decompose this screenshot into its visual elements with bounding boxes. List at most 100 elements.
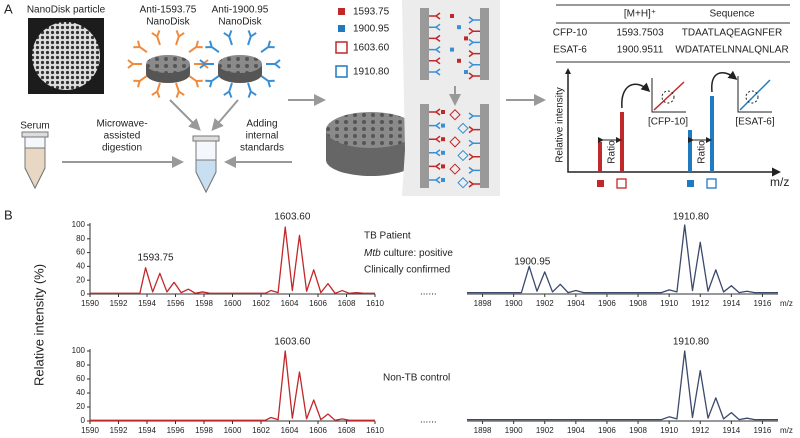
antibody	[188, 74, 203, 88]
table-header: Sequence	[709, 9, 754, 20]
panel-label: A	[4, 1, 13, 16]
y-tick-label: 0	[81, 416, 86, 425]
x-tick-label: 1908	[629, 299, 647, 308]
legend-key	[338, 8, 345, 15]
y-tick-label: 20	[76, 402, 85, 411]
y-tick-label: 0	[81, 289, 86, 298]
caption: Microwave-	[96, 119, 147, 130]
y-axis-title: Relative intensity (%)	[31, 264, 46, 386]
legend-label: 1910.80	[353, 67, 390, 78]
antibody	[468, 61, 480, 69]
tube	[192, 135, 220, 194]
y-tick-label: 100	[72, 346, 86, 355]
table-header: [M+H]⁺	[624, 9, 656, 20]
spectra: 1590 1592 1594 1596 1598 1600 1602 1604 1606 1608…	[72, 212, 793, 435]
analyte	[441, 137, 445, 142]
y-tick-label: 60	[76, 248, 85, 257]
caption: standards	[240, 143, 284, 154]
y-tick-label: 80	[76, 360, 85, 369]
antibody	[188, 40, 203, 54]
standard	[449, 136, 461, 148]
sample-note: Mtb culture: positive	[364, 248, 453, 259]
x-tick-label: 1898	[474, 426, 492, 435]
x-tick-label: 1906	[598, 426, 616, 435]
caption: Anti-1593.75	[140, 5, 197, 16]
antibody	[151, 30, 161, 46]
antibody	[468, 139, 480, 147]
x-tick-label: 1592	[110, 426, 128, 435]
nanodisks	[127, 30, 281, 98]
x-tick-label: 1608	[338, 299, 356, 308]
antibody	[429, 23, 441, 31]
legend-key	[338, 25, 345, 32]
peak-annotation: 1603.60	[274, 337, 311, 348]
antibody	[468, 112, 480, 120]
antibody	[175, 30, 185, 46]
antibody	[429, 108, 441, 116]
legend-label: 1593.75	[353, 7, 390, 18]
big-disk	[326, 112, 416, 176]
antibody	[260, 40, 275, 54]
legend-key	[335, 41, 348, 54]
x-tick-label: 1898	[474, 299, 492, 308]
analyte	[450, 14, 454, 18]
y-tick-label: 100	[72, 220, 86, 229]
x-tick-label: 1910	[660, 299, 678, 308]
x-tick-label: 1610	[366, 299, 384, 308]
y-tick-label: 80	[76, 234, 85, 243]
panel-label: B	[4, 207, 13, 222]
analyte	[441, 110, 445, 114]
antibody	[429, 57, 441, 65]
x-tick-label: 1604	[281, 426, 299, 435]
ellipsis: ......	[420, 415, 437, 426]
scheme-ratio: Ratio	[607, 140, 618, 164]
table-cell: 1900.9511	[617, 45, 664, 56]
peak-annotation: 1593.75	[137, 253, 174, 264]
arrow	[169, 99, 201, 131]
peak-annotation: 1910.80	[673, 337, 710, 348]
caption: digestion	[102, 143, 142, 154]
x-tick-label: 1910	[660, 426, 678, 435]
analyte	[450, 47, 454, 52]
scheme-ratio: Ratio	[697, 140, 708, 164]
standard	[449, 163, 461, 175]
legend-label: 1900.95	[353, 24, 390, 35]
peak-annotation: 1910.80	[673, 212, 710, 223]
y-tick-label: 20	[76, 275, 85, 284]
antibody	[133, 40, 148, 54]
analyte	[464, 36, 468, 41]
x-tick-label: 1902	[536, 426, 554, 435]
scheme-label: [CFP-10]	[648, 117, 688, 128]
sample-note: Non-TB control	[383, 373, 450, 384]
wall	[420, 104, 429, 188]
x-tick-label: 1590	[81, 426, 99, 435]
x-tick-label: 1608	[338, 426, 356, 435]
spectrum-line	[90, 350, 375, 421]
x-tick-label: 1596	[167, 426, 185, 435]
x-tick-label: 1916	[754, 426, 772, 435]
sample-note: Mtb	[364, 248, 381, 259]
x-tick-label: 1602	[252, 299, 270, 308]
sample-note: culture: positive	[381, 248, 454, 259]
analyte	[441, 164, 445, 169]
disk-top	[146, 55, 190, 73]
caption: internal	[246, 131, 279, 142]
y-tick-label: 40	[76, 262, 85, 271]
antibody	[205, 74, 220, 88]
x-tick-label: 1906	[598, 299, 616, 308]
x-axis-label: m/z	[780, 426, 793, 435]
sample-note: TB Patient	[364, 231, 411, 242]
caption: NanoDisk	[146, 17, 190, 28]
analyte	[457, 25, 461, 30]
caption: NanoDisk	[218, 17, 262, 28]
scheme	[565, 68, 781, 189]
analyte	[441, 150, 445, 155]
analyte	[464, 70, 468, 74]
x-tick-label: 1904	[567, 299, 585, 308]
antibody	[260, 74, 275, 88]
wall	[480, 8, 489, 80]
antibody	[468, 126, 480, 134]
x-tick-label: 1900	[505, 426, 523, 435]
y-tick-label: 60	[76, 374, 85, 383]
antibody	[429, 135, 441, 143]
